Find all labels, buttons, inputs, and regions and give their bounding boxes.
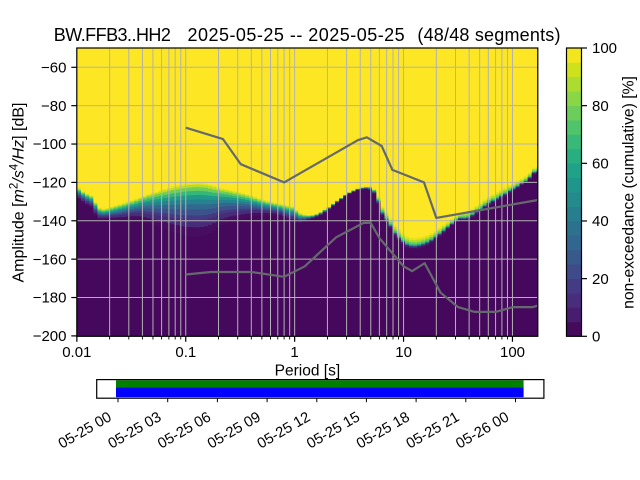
svg-text:40: 40 [592,213,609,230]
svg-text:0.1: 0.1 [175,344,196,361]
svg-text:BW.FFB3..HH2: BW.FFB3..HH2 [54,25,171,45]
svg-text:60: 60 [592,156,609,173]
svg-text:0.01: 0.01 [62,344,91,361]
svg-text:2025-05-25 -- 2025-05-25: 2025-05-25 -- 2025-05-25 [188,25,406,45]
svg-text:−100: −100 [33,136,67,153]
svg-text:80: 80 [592,98,609,115]
svg-text:−200: −200 [33,328,67,345]
svg-text:−140: −140 [33,213,67,230]
svg-text:(48/48 segments): (48/48 segments) [417,25,560,45]
svg-text:Amplitude [m2/s4/Hz] [dB]: Amplitude [m2/s4/Hz] [dB] [9,103,28,283]
svg-text:100: 100 [592,40,617,57]
svg-text:non-exceedance (cumulative) [%: non-exceedance (cumulative) [%] [621,76,638,309]
svg-text:−60: −60 [41,60,66,77]
svg-text:0: 0 [592,329,600,346]
svg-text:10: 10 [395,344,412,361]
svg-text:−80: −80 [41,98,66,115]
svg-text:1: 1 [290,344,298,361]
svg-text:100: 100 [500,344,525,361]
svg-text:−180: −180 [33,290,67,307]
svg-text:Period [s]: Period [s] [275,363,340,380]
svg-text:−120: −120 [33,175,67,192]
svg-text:20: 20 [592,271,609,288]
svg-text:−160: −160 [33,251,67,268]
